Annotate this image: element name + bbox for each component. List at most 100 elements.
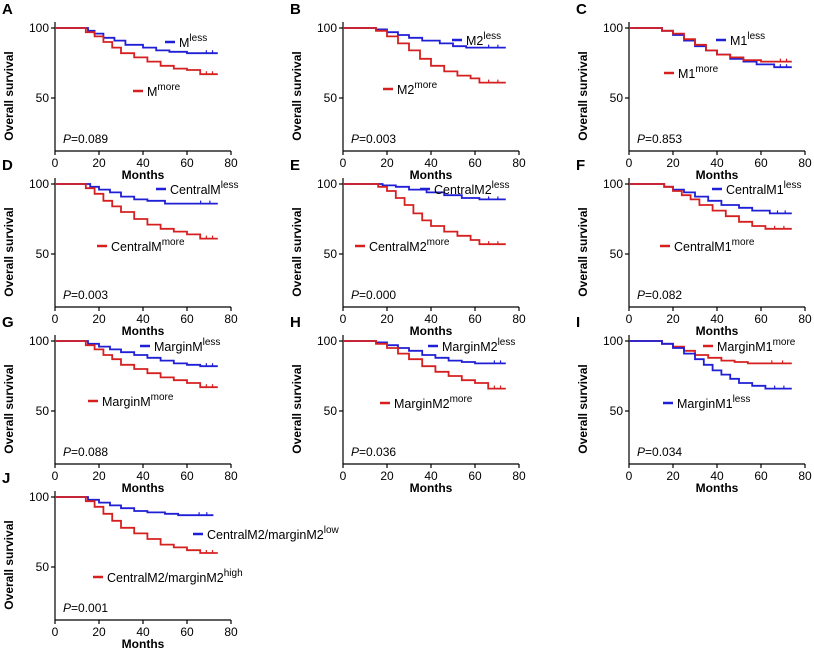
panel-b-letter: B — [290, 1, 301, 18]
panel-b-x-tick-label-60: 60 — [468, 156, 482, 170]
panel-c-y-tick-label-50: 50 — [610, 91, 624, 105]
panel-f-series-less-legend-label: CentralM1less — [726, 180, 801, 197]
panel-c-x-tick-label-80: 80 — [798, 156, 812, 170]
panel-b-x-tick-label-40: 40 — [424, 156, 438, 170]
panel-e-series-more-legend-superscript: more — [427, 237, 450, 248]
panel-e-y-tick-label-100: 100 — [317, 177, 337, 191]
panel-i-p-number: =0.034 — [645, 445, 682, 459]
panel-j-x-tick-label-60: 60 — [180, 625, 194, 639]
panel-d-xlabel: Months — [122, 324, 165, 338]
panel-e-y-tick-label-50: 50 — [324, 247, 338, 261]
panel-f-series-more-curve — [629, 183, 792, 230]
panel-e-ylabel: Overall survival — [290, 207, 304, 296]
panel-i-ylabel: Overall survival — [576, 364, 590, 453]
panel-e-series-less-legend-name: CentralM2 — [434, 183, 492, 197]
panel-i-x-tick-label-60: 60 — [754, 469, 768, 483]
panel-c-series-more-curve — [629, 27, 792, 63]
panel-j-p-symbol: P — [63, 601, 71, 615]
panel-i-p-symbol: P — [637, 445, 645, 459]
panel-a-ylabel: Overall survival — [2, 51, 16, 140]
panel-i-p-value: P=0.034 — [637, 445, 682, 459]
panel-b-series-less-curve — [343, 27, 506, 49]
panel-a-series-less-legend-label: Mless — [179, 33, 207, 50]
panel-i-series-less-curve — [629, 340, 792, 390]
panel-b-series-less-legend-label: M2less — [466, 31, 501, 48]
panel-d-p-value: P=0.003 — [63, 288, 108, 302]
panel-i-y-tick-label-50: 50 — [610, 404, 624, 418]
panel-h-series-more-legend-label: MarginM2more — [394, 394, 473, 411]
panel-j-x-tick-label-20: 20 — [92, 625, 106, 639]
panel-f-series-more-legend-name: CentralM1 — [674, 240, 732, 254]
panel-d-x-tick-label-20: 20 — [92, 312, 106, 326]
panel-d-series-more-curve — [55, 183, 218, 240]
panel-f-p-symbol: P — [637, 288, 645, 302]
panel-b-x-tick-label-80: 80 — [512, 156, 526, 170]
panel-g-p-value: P=0.088 — [63, 445, 108, 459]
panel-c-p-number: =0.853 — [645, 132, 682, 146]
panel-h-series-less-legend-label: MarginM2less — [442, 337, 515, 354]
panel-f-x-tick-label-20: 20 — [666, 312, 680, 326]
panel-j-ylabel: Overall survival — [2, 520, 16, 609]
panel-c-x-tick-label-20: 20 — [666, 156, 680, 170]
panel-a-letter: A — [2, 1, 13, 18]
panel-h-series-less-legend-superscript: less — [498, 337, 516, 348]
panel-h-x-tick-label-40: 40 — [424, 469, 438, 483]
panel-h-ylabel: Overall survival — [290, 364, 304, 453]
panel-i-letter: I — [576, 314, 580, 331]
panel-a-series-more-legend-name: M — [147, 85, 157, 99]
panel-f-p-value: P=0.082 — [637, 288, 682, 302]
panel-g-series-less-legend-name: MarginM — [154, 340, 203, 354]
panel-g-xlabel: Months — [122, 481, 165, 495]
panel-i-x-tick-label-0: 0 — [626, 469, 633, 483]
panel-b-x-tick-label-20: 20 — [380, 156, 394, 170]
panel-h-series-less-legend-name: MarginM2 — [442, 340, 498, 354]
panel-a-x-tick-label-0: 0 — [52, 156, 59, 170]
panel-d-x-tick-label-80: 80 — [224, 312, 238, 326]
panel-d-x-tick-label-0: 0 — [52, 312, 59, 326]
panel-g-p-symbol: P — [63, 445, 71, 459]
panel-j-x-tick-label-80: 80 — [224, 625, 238, 639]
panel-d-letter: D — [2, 157, 13, 174]
panel-g-x-tick-label-60: 60 — [180, 469, 194, 483]
panel-c-p-symbol: P — [637, 132, 645, 146]
panel-d-series-less-legend-name: CentralM — [170, 183, 221, 197]
panel-b-series-less-legend-name: M2 — [466, 34, 483, 48]
panel-g-ylabel: Overall survival — [2, 364, 16, 453]
panel-j-series-low-curve — [55, 496, 214, 517]
panel-i-x-tick-label-40: 40 — [710, 469, 724, 483]
panel-h-y-tick-label-100: 100 — [317, 334, 337, 348]
panel-e-x-tick-label-80: 80 — [512, 312, 526, 326]
panel-i-series-less-legend-label: MarginM1less — [677, 394, 750, 411]
panel-j-p-number: =0.001 — [71, 601, 108, 615]
panel-a-x-tick-label-60: 60 — [180, 156, 194, 170]
panel-d-series-less-curve — [55, 183, 218, 205]
panel-g-series-less-legend-superscript: less — [203, 337, 221, 348]
panel-a-series-less-legend-superscript: less — [189, 33, 207, 44]
panel-a-series-less-legend-name: M — [179, 36, 189, 50]
panel-j-y-tick-label-100: 100 — [29, 490, 49, 504]
panel-i-series-more-legend-superscript: more — [773, 337, 796, 348]
panel-h-xlabel: Months — [410, 481, 453, 495]
panel-e-x-tick-label-40: 40 — [424, 312, 438, 326]
panel-b-series-more-legend-superscript: more — [414, 80, 437, 91]
panel-e-x-tick-label-0: 0 — [340, 312, 347, 326]
panel-d-x-tick-label-40: 40 — [136, 312, 150, 326]
panel-g-x-tick-label-0: 0 — [52, 469, 59, 483]
panel-i-x-tick-label-80: 80 — [798, 469, 812, 483]
panel-d-series-less-legend-superscript: less — [221, 180, 239, 191]
panel-g-series-less-legend-label: MarginMless — [154, 337, 220, 354]
panel-e-xlabel: Months — [410, 324, 453, 338]
panel-g-y-tick-label-100: 100 — [29, 334, 49, 348]
panel-d-y-tick-label-50: 50 — [36, 247, 50, 261]
panel-e-series-more-legend-label: CentralM2more — [369, 237, 450, 254]
panel-h-series-less-curve — [343, 340, 506, 365]
panel-j-x-tick-label-0: 0 — [52, 625, 59, 639]
panel-f-series-less-legend-name: CentralM1 — [726, 183, 784, 197]
panel-c-ylabel: Overall survival — [576, 51, 590, 140]
panel-b-series-more-legend-label: M2more — [397, 80, 438, 97]
panel-c-series-less-legend-label: M1less — [730, 31, 765, 48]
panel-f-y-tick-label-100: 100 — [603, 177, 623, 191]
panel-j-p-value: P=0.001 — [63, 601, 108, 615]
panel-e-p-number: =0.000 — [359, 288, 396, 302]
